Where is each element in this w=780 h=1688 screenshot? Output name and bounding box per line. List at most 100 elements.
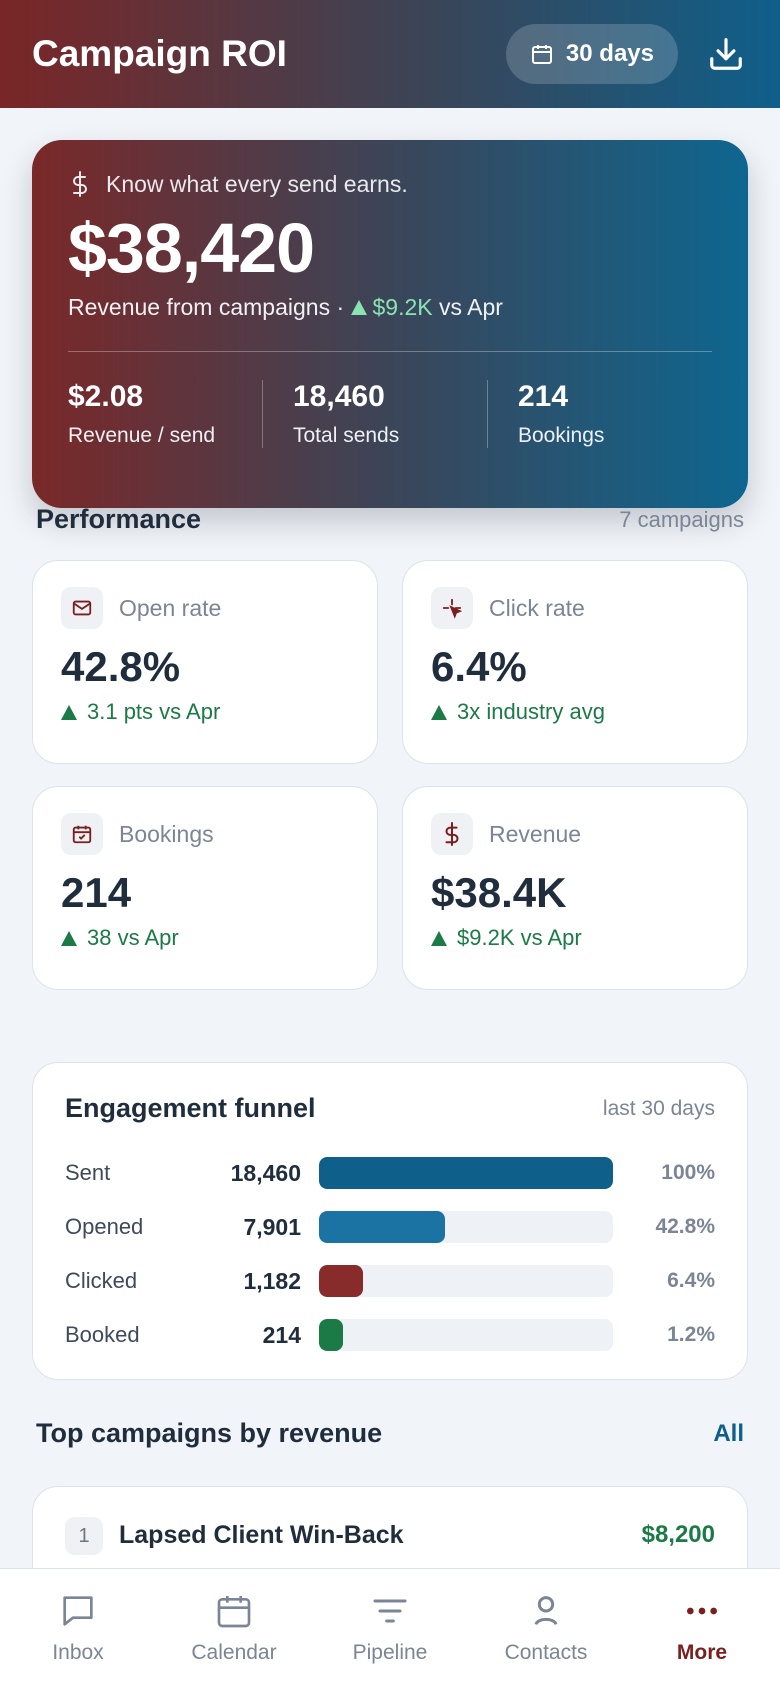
kpi-delta: 3.1 pts vs Apr	[61, 699, 349, 725]
hero-revenue-amount: $38,420	[68, 209, 315, 287]
funnel-row: Booked 214 1.2%	[65, 1308, 715, 1362]
funnel-row-count: 18,460	[230, 1159, 301, 1186]
up-arrow-icon	[350, 300, 367, 315]
tab-calendar[interactable]: Calendar	[156, 1569, 312, 1688]
chat-icon	[63, 1596, 93, 1626]
funnel-row-label: Sent	[65, 1160, 111, 1185]
performance-title: Performance	[36, 504, 202, 534]
revenue-hero-card: Know what every send earns. $38,420 Reve…	[32, 140, 748, 508]
tab-label: Inbox	[52, 1641, 104, 1664]
kpi-value: 214	[61, 869, 132, 916]
funnel-row-label: Booked	[65, 1322, 140, 1347]
hero-stat-label: Bookings	[518, 424, 605, 447]
more-icon	[687, 1607, 717, 1615]
tab-pipeline[interactable]: Pipeline	[312, 1569, 468, 1688]
funnel-row-percent: 6.4%	[667, 1269, 715, 1292]
bottom-tab-bar: Inbox Calendar Pipeline Contacts More	[0, 1568, 780, 1688]
kpi-value: 6.4%	[431, 643, 527, 690]
hero-subtitle-text: Revenue from campaigns ·	[68, 294, 345, 320]
tab-label: Pipeline	[352, 1641, 428, 1664]
hero-stat-label: Total sends	[293, 424, 400, 447]
funnel-row-label: Opened	[65, 1214, 144, 1239]
funnel-bar	[319, 1157, 613, 1189]
funnel-period: last 30 days	[602, 1096, 715, 1120]
hero-stat-value: 18,460	[293, 380, 385, 413]
cursor-click-icon	[431, 587, 473, 629]
hero-divider	[68, 351, 712, 352]
funnel-row-percent: 1.2%	[667, 1323, 715, 1346]
kpi-delta: $9.2K vs Apr	[431, 925, 719, 951]
kpi-delta: 3x industry avg	[431, 699, 719, 725]
hero-stat-bookings: 214 Bookings	[487, 380, 712, 448]
funnel-row-label: Clicked	[65, 1268, 138, 1293]
tab-label: Calendar	[191, 1641, 277, 1664]
calendar-check-icon	[61, 813, 103, 855]
tab-label: Contacts	[504, 1641, 588, 1664]
up-arrow-icon	[431, 930, 447, 946]
kpi-delta: 38 vs Apr	[61, 925, 349, 951]
person-icon	[534, 1596, 558, 1626]
up-arrow-icon	[61, 704, 77, 720]
hero-stat-value: $2.08	[68, 380, 144, 413]
campaign-list-item[interactable]: 1 Lapsed Client Win-Back $8,200	[32, 1486, 748, 1568]
kpi-label: Revenue	[489, 820, 582, 847]
funnel-bar-track	[319, 1265, 613, 1297]
funnel-row-percent: 100%	[661, 1161, 715, 1184]
funnel-bar-track	[319, 1157, 613, 1189]
hero-subtitle: Revenue from campaigns · $9.2K vs Apr	[68, 294, 712, 321]
funnel-bar-track	[319, 1211, 613, 1243]
kpi-label: Bookings	[119, 820, 214, 847]
hero-stat-value: 214	[518, 380, 569, 413]
app-header: Campaign ROI 30 days	[0, 0, 780, 108]
up-arrow-icon	[431, 704, 447, 720]
download-button[interactable]	[704, 32, 748, 76]
kpi-revenue[interactable]: Revenue $38.4K $9.2K vs Apr	[402, 786, 748, 990]
funnel-title: Engagement funnel	[65, 1093, 316, 1123]
funnel-row-count: 1,182	[243, 1267, 301, 1294]
tab-label: More	[676, 1641, 728, 1664]
funnel-row-count: 7,901	[243, 1213, 301, 1240]
scroll-content[interactable]: Know what every send earns. $38,420 Reve…	[0, 108, 780, 1568]
up-arrow-icon	[61, 930, 77, 946]
kpi-value: $38.4K	[431, 869, 567, 916]
kpi-open-rate[interactable]: Open rate 42.8% 3.1 pts vs Apr	[32, 560, 378, 764]
calendar-icon	[217, 1596, 251, 1628]
tab-more[interactable]: More	[624, 1569, 780, 1688]
kpi-value: 42.8%	[61, 643, 181, 690]
campaign-count: 7 campaigns	[619, 506, 744, 532]
download-icon	[710, 38, 742, 70]
kpi-label: Click rate	[489, 594, 585, 621]
hero-delta: $9.2K	[372, 294, 433, 320]
funnel-bar	[319, 1211, 445, 1243]
kpi-bookings[interactable]: Bookings 214 38 vs Apr	[32, 786, 378, 990]
hero-stat-label: Revenue / send	[68, 424, 216, 447]
funnel-row: Opened 7,901 42.8%	[65, 1200, 715, 1254]
filter-icon	[373, 1599, 407, 1623]
kpi-label: Open rate	[119, 594, 222, 621]
funnel-row: Sent 18,460 100%	[65, 1146, 715, 1200]
date-range-button[interactable]: 30 days	[505, 24, 678, 84]
engagement-funnel-card: Engagement funnel last 30 days Sent 18,4…	[32, 1062, 748, 1380]
tab-inbox[interactable]: Inbox	[0, 1569, 156, 1688]
page-title: Campaign ROI	[32, 33, 287, 74]
date-range-label: 30 days	[565, 40, 654, 67]
hero-stat-total-sends: 18,460 Total sends	[262, 380, 487, 448]
calendar-icon	[531, 45, 552, 64]
tab-contacts[interactable]: Contacts	[468, 1569, 624, 1688]
funnel-bar	[319, 1265, 364, 1297]
hero-stat-revenue-per-send: $2.08 Revenue / send	[68, 380, 262, 448]
campaign-revenue: $8,200	[641, 1521, 715, 1548]
funnel-row-count: 214	[262, 1321, 301, 1348]
see-all-link[interactable]: All	[713, 1419, 744, 1447]
performance-header: Performance 7 campaigns	[36, 504, 744, 535]
dollar-icon	[73, 171, 87, 197]
campaign-rank: 1	[65, 1517, 103, 1555]
kpi-click-rate[interactable]: Click rate 6.4% 3x industry avg	[402, 560, 748, 764]
funnel-bar-track	[319, 1319, 613, 1351]
hero-tagline-text: Know what every send earns.	[106, 170, 408, 197]
funnel-bar	[319, 1319, 343, 1351]
funnel-row: Clicked 1,182 6.4%	[65, 1254, 715, 1308]
funnel-rows: Sent 18,460 100% Opened 7,901 42.8% Clic…	[65, 1146, 715, 1362]
hero-tagline: Know what every send earns.	[68, 170, 712, 198]
mail-icon	[61, 587, 103, 629]
